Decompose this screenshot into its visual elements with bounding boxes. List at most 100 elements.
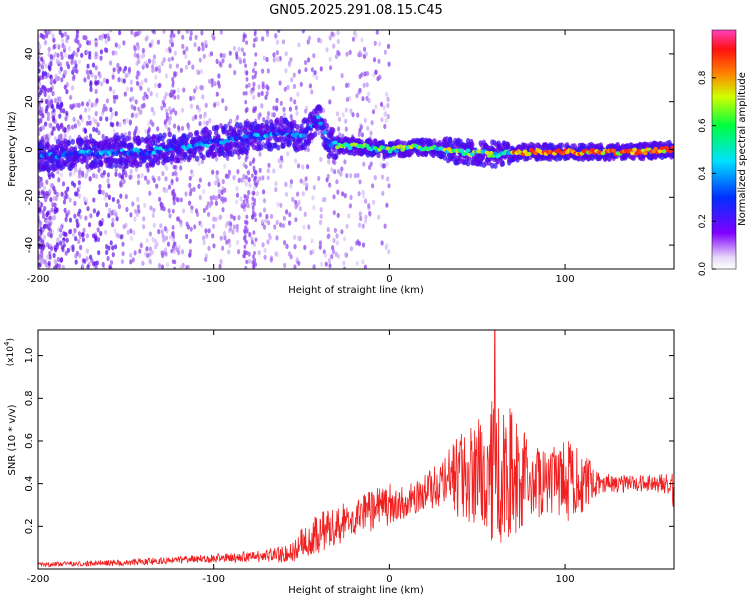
noise-speckle [286, 151, 290, 157]
noise-speckle [245, 40, 249, 45]
colorbar-gradient [711, 29, 737, 270]
noise-speckle [289, 179, 293, 185]
noise-speckle [266, 175, 270, 181]
noise-speckle [70, 85, 75, 91]
noise-speckle [216, 80, 221, 86]
noise-speckle [121, 166, 125, 172]
noise-speckle [319, 66, 323, 72]
noise-speckle [77, 238, 81, 245]
ridge-halo [442, 154, 448, 161]
y-tick-label: 0.2 [24, 518, 35, 534]
noise-speckle [185, 233, 189, 240]
noise-speckle [252, 213, 255, 218]
noise-speckle [248, 182, 252, 188]
noise-speckle [84, 215, 88, 221]
noise-speckle [164, 123, 168, 129]
noise-speckle [170, 37, 174, 43]
noise-speckle [244, 63, 248, 68]
noise-speckle [59, 107, 63, 114]
noise-speckle [257, 92, 261, 98]
noise-speckle [287, 60, 292, 66]
noise-speckle [202, 120, 207, 126]
noise-speckle [89, 254, 93, 260]
noise-speckle [70, 59, 74, 65]
noise-speckle [261, 242, 265, 248]
colorbar: 0.0 0.2 0.4 0.6 0.8 Normalized spectral ampl… [698, 29, 748, 276]
noise-speckle [385, 202, 389, 208]
noise-speckle [63, 133, 67, 139]
noise-speckle [65, 110, 69, 116]
noise-speckle [179, 67, 183, 73]
noise-speckle [385, 243, 389, 249]
y-tick-label: 1.0 [24, 348, 35, 364]
noise-speckle [304, 67, 308, 73]
noise-speckle [67, 46, 72, 52]
noise-speckle [258, 167, 262, 173]
noise-speckle [53, 43, 57, 50]
noise-speckle [289, 114, 293, 120]
noise-speckle [72, 74, 76, 80]
noise-speckle [81, 172, 85, 178]
noise-speckle [262, 189, 266, 195]
noise-speckle [204, 256, 208, 262]
noise-speckle [294, 158, 298, 164]
noise-speckle [246, 170, 250, 176]
noise-speckle [162, 102, 167, 108]
noise-speckle [173, 123, 177, 129]
noise-speckle [243, 249, 247, 255]
noise-speckle [147, 58, 151, 64]
noise-speckle [324, 261, 328, 267]
noise-speckle [351, 36, 356, 42]
noise-speckle [343, 193, 347, 199]
noise-speckle [53, 259, 57, 265]
noise-speckle [42, 185, 46, 191]
noise-speckle [327, 159, 331, 165]
noise-speckle [74, 236, 78, 242]
noise-speckle [380, 240, 384, 246]
noise-speckle [322, 107, 326, 114]
noise-speckle [386, 102, 390, 109]
noise-speckle [158, 82, 162, 88]
noise-speckle [193, 42, 197, 48]
noise-speckle [285, 243, 289, 249]
noise-speckle [129, 86, 133, 92]
noise-speckle [237, 154, 241, 160]
noise-speckle [109, 115, 113, 121]
noise-speckle [64, 250, 68, 256]
noise-speckle [304, 176, 308, 182]
noise-speckle [148, 190, 152, 196]
ridge-point [301, 133, 306, 138]
noise-speckle [242, 91, 246, 96]
noise-speckle [323, 252, 328, 258]
noise-speckle [237, 46, 241, 52]
noise-speckle [384, 117, 388, 124]
noise-speckle [65, 193, 69, 199]
noise-speckle [139, 85, 143, 91]
noise-speckle [134, 99, 138, 105]
noise-speckle [260, 103, 264, 109]
noise-speckle [378, 41, 382, 47]
noise-speckle [75, 102, 79, 108]
noise-speckle [231, 229, 235, 235]
noise-speckle [129, 228, 133, 234]
noise-speckle [240, 177, 244, 183]
noise-speckle [274, 181, 278, 187]
noise-speckle [86, 69, 90, 76]
noise-speckle [145, 246, 149, 252]
noise-speckle [181, 34, 185, 40]
noise-speckle [136, 204, 140, 210]
noise-speckle [113, 209, 117, 215]
noise-speckle [53, 265, 57, 269]
noise-speckle [144, 77, 148, 83]
noise-speckle [238, 57, 242, 63]
noise-speckle [133, 44, 137, 50]
noise-speckle [386, 176, 390, 182]
noise-speckle [229, 226, 233, 232]
noise-speckle [38, 177, 42, 183]
noise-speckle [242, 204, 245, 209]
ridge-halo [223, 123, 228, 130]
noise-speckle [117, 68, 121, 74]
ridge-point [162, 145, 167, 150]
noise-speckle [148, 246, 152, 252]
noise-speckle [161, 170, 165, 177]
